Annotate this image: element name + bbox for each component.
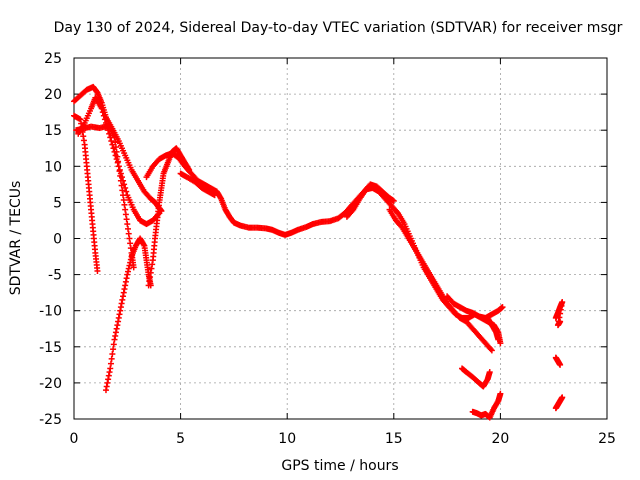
y-tick-labels: 25 20 15 10 5 0 -5 -10 -15 -20 -25 — [39, 51, 62, 428]
y-tick-label: 25 — [44, 51, 62, 67]
y-tick-label: -15 — [39, 340, 62, 356]
data-point — [499, 304, 506, 311]
x-tick-label: 20 — [491, 431, 509, 447]
data-point — [557, 361, 564, 368]
y-tick-label: -10 — [39, 304, 62, 320]
y-tick-label: 5 — [53, 195, 62, 211]
data-point — [488, 347, 495, 354]
y-tick-label: 15 — [44, 123, 62, 139]
y-tick-label: -20 — [39, 376, 62, 392]
series-trace-14 — [484, 314, 502, 343]
data-point — [121, 181, 128, 188]
x-tick-label: 15 — [385, 431, 403, 447]
data-point — [117, 170, 124, 177]
data-point — [105, 127, 112, 134]
series-trace-4 — [75, 94, 163, 228]
data-point — [99, 109, 106, 116]
data-point — [111, 148, 118, 155]
data-point — [120, 177, 127, 184]
series-trace-5 — [102, 235, 154, 394]
series-trace-6 — [145, 145, 193, 289]
series-trace-2 — [71, 112, 101, 274]
data-point — [116, 166, 123, 173]
data-point — [487, 346, 494, 353]
x-tick-label: 10 — [278, 431, 296, 447]
y-tick-label: 0 — [53, 232, 62, 248]
data-point — [559, 394, 566, 401]
series-trace-8 — [177, 170, 218, 199]
data-point — [130, 264, 137, 271]
grid-lines — [74, 58, 607, 419]
y-tick-label: -25 — [39, 412, 62, 428]
series-trace-15 — [552, 299, 566, 329]
data-point — [118, 174, 125, 181]
data-point — [114, 159, 121, 166]
data-point — [108, 138, 115, 145]
data-point — [390, 197, 397, 204]
x-tick-label: 0 — [70, 431, 79, 447]
data-point — [122, 184, 129, 191]
data-point — [123, 188, 130, 195]
data-points — [71, 83, 566, 421]
data-point — [497, 340, 504, 347]
series-trace-16 — [552, 354, 564, 368]
series-trace-13 — [469, 390, 504, 421]
series-trace-11 — [444, 293, 506, 321]
y-tick-label: 20 — [44, 87, 62, 103]
data-point — [112, 152, 119, 159]
data-point — [109, 141, 116, 148]
data-point — [115, 163, 122, 170]
data-point — [497, 390, 504, 397]
data-point — [113, 156, 120, 163]
series-trace-17 — [552, 394, 566, 412]
data-point — [393, 209, 400, 216]
data-point — [110, 145, 117, 152]
data-point — [349, 207, 356, 214]
data-point — [106, 130, 113, 137]
data-point — [94, 267, 101, 274]
data-point — [104, 123, 111, 130]
series-trace-7 — [143, 150, 397, 238]
x-axis-title: GPS time / hours — [281, 458, 398, 474]
y-axis-title: SDTVAR / TECUs — [8, 181, 24, 296]
series-trace-10 — [386, 206, 495, 354]
data-point — [557, 318, 564, 325]
data-point — [100, 112, 107, 119]
data-point — [102, 119, 109, 126]
series-trace-1 — [71, 83, 165, 215]
series-trace-12 — [459, 365, 493, 390]
x-tick-labels: 0 5 10 15 20 25 — [70, 431, 616, 447]
data-point — [486, 369, 493, 376]
chart-title: Day 130 of 2024, Sidereal Day-to-day VTE… — [54, 20, 623, 36]
x-tick-label: 25 — [598, 431, 616, 447]
x-tick-label: 5 — [176, 431, 185, 447]
data-point — [101, 116, 108, 123]
data-point — [211, 192, 218, 199]
data-point — [398, 223, 405, 230]
y-tick-label: -5 — [48, 268, 62, 284]
data-point — [107, 134, 114, 141]
data-point — [495, 336, 502, 343]
y-tick-label: 10 — [44, 159, 62, 175]
data-point — [98, 105, 105, 112]
